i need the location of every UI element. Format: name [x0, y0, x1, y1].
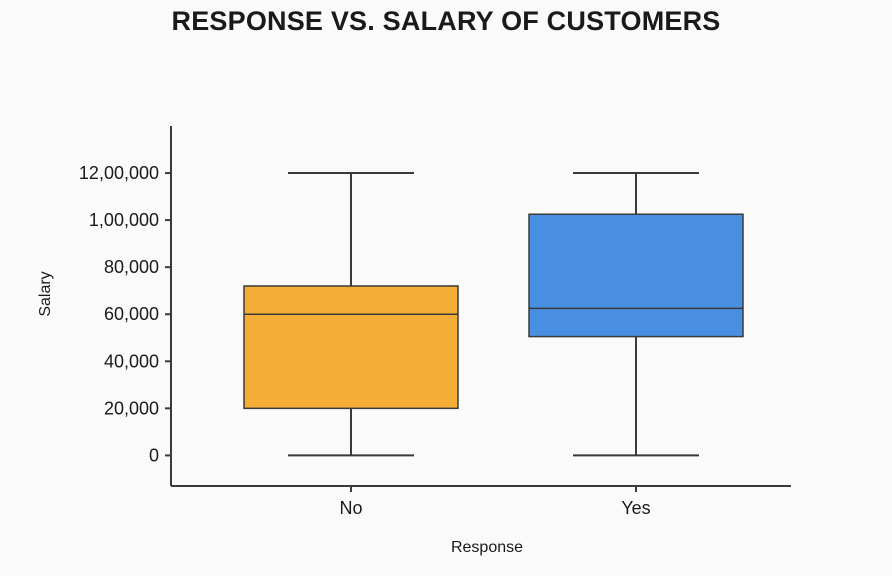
y-tick-label: 20,000 — [104, 398, 159, 418]
y-tick-label: 80,000 — [104, 257, 159, 277]
x-tick-label: Yes — [621, 498, 650, 518]
box-no — [243, 285, 459, 410]
x-axis-title: Response — [451, 539, 523, 556]
y-tick-label: 1,00,000 — [89, 210, 159, 230]
chart-title: RESPONSE VS. SALARY OF CUSTOMERS — [171, 6, 721, 36]
x-tick-label: No — [339, 498, 362, 518]
box-yes — [528, 213, 744, 338]
y-tick-label: 60,000 — [104, 304, 159, 324]
y-tick-label: 40,000 — [104, 351, 159, 371]
y-tick-label: 0 — [149, 445, 159, 465]
y-tick-label: 12,00,000 — [79, 163, 159, 183]
y-axis-title: Salary — [37, 271, 54, 316]
